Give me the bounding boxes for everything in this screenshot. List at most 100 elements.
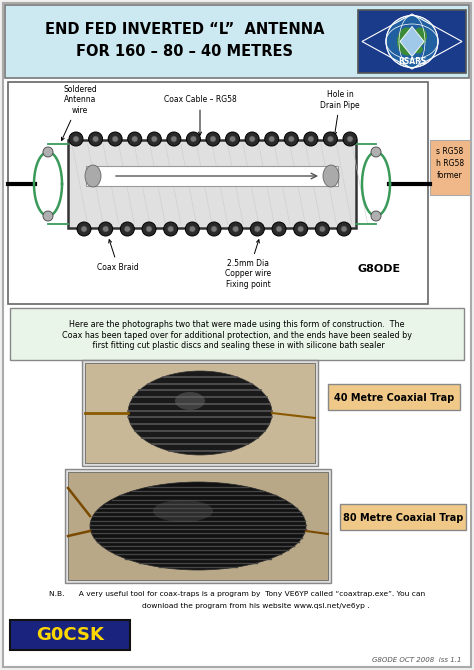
Circle shape <box>171 136 177 142</box>
Ellipse shape <box>85 165 101 187</box>
Circle shape <box>108 132 122 146</box>
Circle shape <box>81 226 87 232</box>
Circle shape <box>337 222 351 236</box>
Bar <box>328 384 460 410</box>
Circle shape <box>308 136 314 142</box>
Circle shape <box>92 136 99 142</box>
Bar <box>10 620 130 650</box>
Circle shape <box>272 222 286 236</box>
Circle shape <box>189 226 195 232</box>
Circle shape <box>284 132 298 146</box>
Text: G8ODE: G8ODE <box>358 264 401 274</box>
Ellipse shape <box>128 371 272 455</box>
Circle shape <box>341 226 347 232</box>
Circle shape <box>112 136 118 142</box>
Circle shape <box>294 222 308 236</box>
Circle shape <box>77 222 91 236</box>
Text: former: former <box>437 170 463 180</box>
Text: 40 Metre Coaxial Trap: 40 Metre Coaxial Trap <box>334 393 454 403</box>
Circle shape <box>228 222 243 236</box>
Circle shape <box>343 132 357 146</box>
Text: RSARS: RSARS <box>398 56 426 66</box>
Circle shape <box>43 211 53 221</box>
Circle shape <box>276 226 282 232</box>
Circle shape <box>142 222 156 236</box>
Circle shape <box>328 136 333 142</box>
Bar <box>86 166 338 186</box>
Text: Coax Braid: Coax Braid <box>97 240 139 271</box>
Ellipse shape <box>175 392 205 410</box>
Circle shape <box>191 136 196 142</box>
Circle shape <box>249 136 255 142</box>
Text: G0CSK: G0CSK <box>36 626 104 644</box>
Circle shape <box>186 132 201 146</box>
Bar <box>358 10 466 73</box>
Text: s RG58: s RG58 <box>437 147 464 155</box>
Text: 2.5mm Dia
Copper wire
Fixing point: 2.5mm Dia Copper wire Fixing point <box>225 240 271 289</box>
Bar <box>85 363 315 463</box>
Circle shape <box>315 222 329 236</box>
Bar <box>340 504 466 530</box>
Circle shape <box>124 226 130 232</box>
Bar <box>8 82 428 304</box>
Circle shape <box>298 226 304 232</box>
Circle shape <box>211 226 217 232</box>
Circle shape <box>323 132 337 146</box>
Bar <box>82 360 318 466</box>
Circle shape <box>386 15 438 68</box>
Circle shape <box>206 132 220 146</box>
Circle shape <box>69 132 83 146</box>
Text: Coax Cable – RG58: Coax Cable – RG58 <box>164 96 237 135</box>
Circle shape <box>269 136 275 142</box>
Circle shape <box>103 226 109 232</box>
Text: G8ODE OCT 2008  iss 1.1: G8ODE OCT 2008 iss 1.1 <box>373 657 462 663</box>
Circle shape <box>371 147 381 157</box>
Circle shape <box>89 132 102 146</box>
Bar <box>68 472 328 580</box>
Text: Soldered
Antenna
wire: Soldered Antenna wire <box>62 85 97 141</box>
Bar <box>10 308 464 360</box>
Text: END FED INVERTED “L”  ANTENNA: END FED INVERTED “L” ANTENNA <box>45 23 325 38</box>
Circle shape <box>73 136 79 142</box>
Ellipse shape <box>413 46 423 54</box>
Bar <box>68 140 356 228</box>
Text: 80 Metre Coaxial Trap: 80 Metre Coaxial Trap <box>343 513 463 523</box>
Polygon shape <box>400 27 424 56</box>
Circle shape <box>371 211 381 221</box>
Text: N.B.      A very useful tool for coax-traps is a program by  Tony VE6YP called “: N.B. A very useful tool for coax-traps i… <box>49 591 425 597</box>
Circle shape <box>164 222 178 236</box>
Ellipse shape <box>153 500 213 522</box>
Circle shape <box>245 132 259 146</box>
Circle shape <box>168 226 173 232</box>
Circle shape <box>147 132 161 146</box>
Circle shape <box>250 222 264 236</box>
Text: Here are the photographs two that were made using this form of construction.  Th: Here are the photographs two that were m… <box>62 320 412 350</box>
Circle shape <box>207 222 221 236</box>
Circle shape <box>99 222 113 236</box>
Text: download the program from his website www.qsl.net/ve6yp .: download the program from his website ww… <box>104 603 370 609</box>
Circle shape <box>128 132 142 146</box>
Circle shape <box>151 136 157 142</box>
Circle shape <box>167 132 181 146</box>
Circle shape <box>255 226 260 232</box>
Circle shape <box>210 136 216 142</box>
Ellipse shape <box>90 482 306 570</box>
Circle shape <box>347 136 353 142</box>
Text: h RG58: h RG58 <box>436 159 464 168</box>
Circle shape <box>185 222 200 236</box>
Circle shape <box>132 136 138 142</box>
Circle shape <box>304 132 318 146</box>
Circle shape <box>120 222 134 236</box>
Text: Hole in
Drain Pipe: Hole in Drain Pipe <box>320 90 360 135</box>
Ellipse shape <box>323 165 339 187</box>
Circle shape <box>229 136 236 142</box>
Circle shape <box>264 132 279 146</box>
Circle shape <box>288 136 294 142</box>
Circle shape <box>43 147 53 157</box>
Ellipse shape <box>397 27 417 56</box>
Circle shape <box>319 226 325 232</box>
Circle shape <box>226 132 239 146</box>
Ellipse shape <box>413 27 427 46</box>
Bar <box>65 469 331 583</box>
Bar <box>5 5 469 78</box>
